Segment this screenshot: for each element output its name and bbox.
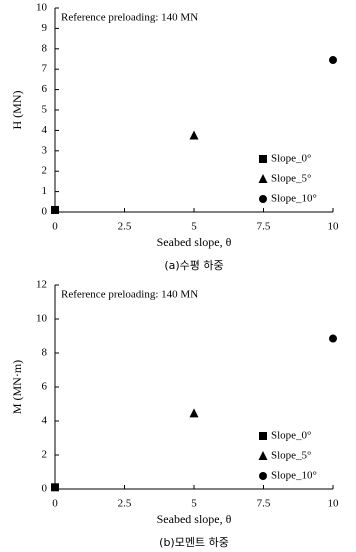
y-tick-label: 7: [42, 63, 48, 75]
y-tick-label: 10: [36, 313, 48, 325]
y-tick-label: 6: [42, 83, 48, 95]
x-axis-label: Seabed slope, θ: [157, 235, 232, 249]
legend-marker: [259, 472, 267, 480]
x-tick-label: 7.5: [257, 221, 271, 233]
y-tick-label: 2: [42, 449, 48, 461]
point: [329, 334, 337, 343]
legend-label: Slope_0°: [271, 153, 311, 165]
x-tick-label: 10: [328, 221, 340, 233]
y-tick-label: 12: [36, 279, 47, 291]
point: [189, 130, 199, 140]
x-tick-label: 5: [191, 221, 197, 233]
legend-marker: [259, 432, 267, 440]
point: [51, 205, 59, 214]
x-tick-label: 0: [52, 221, 58, 233]
y-tick-label: 9: [42, 22, 48, 34]
legend-label: Slope_5°: [271, 173, 311, 185]
point: [189, 408, 199, 418]
point: [51, 483, 59, 492]
x-tick-label: 7.5: [257, 498, 271, 510]
annotation: Reference preloading: 140 MN: [61, 12, 198, 24]
legend-marker: [258, 174, 268, 183]
y-tick-label: 8: [42, 347, 48, 359]
caption: (b)모멘트 하중: [159, 535, 229, 549]
x-tick-label: 2.5: [118, 498, 132, 510]
legend-label: Slope_10°: [271, 193, 317, 205]
y-tick-label: 1: [42, 185, 48, 197]
x-tick-label: 5: [191, 498, 197, 510]
legend-marker: [258, 451, 268, 460]
y-tick-label: 8: [42, 42, 48, 54]
x-axis-label: Seabed slope, θ: [157, 512, 232, 526]
y-tick-label: 0: [42, 206, 48, 218]
legend-label: Slope_0°: [271, 430, 311, 442]
y-tick-label: 4: [42, 124, 48, 136]
y-tick-label: 10: [36, 2, 48, 14]
legend-marker: [259, 155, 267, 163]
legend-label: Slope_10°: [271, 470, 317, 482]
legend-marker: [259, 195, 267, 203]
y-tick-label: 4: [42, 415, 48, 427]
y-tick-label: 3: [42, 144, 48, 156]
legend-label: Slope_5°: [271, 450, 311, 462]
y-tick-label: 2: [42, 165, 48, 177]
y-tick-label: 6: [42, 381, 48, 393]
annotation: Reference preloading: 140 MN: [61, 289, 198, 301]
y-axis-label: H (MN): [10, 91, 24, 130]
y-axis-label: M (MN·m): [10, 360, 24, 414]
x-tick-label: 10: [328, 498, 340, 510]
y-tick-label: 0: [42, 483, 48, 495]
caption: (a)수평 하중: [164, 258, 223, 272]
x-tick-label: 0: [52, 498, 58, 510]
point: [329, 56, 337, 65]
y-tick-label: 5: [42, 104, 48, 116]
x-tick-label: 2.5: [118, 221, 132, 233]
